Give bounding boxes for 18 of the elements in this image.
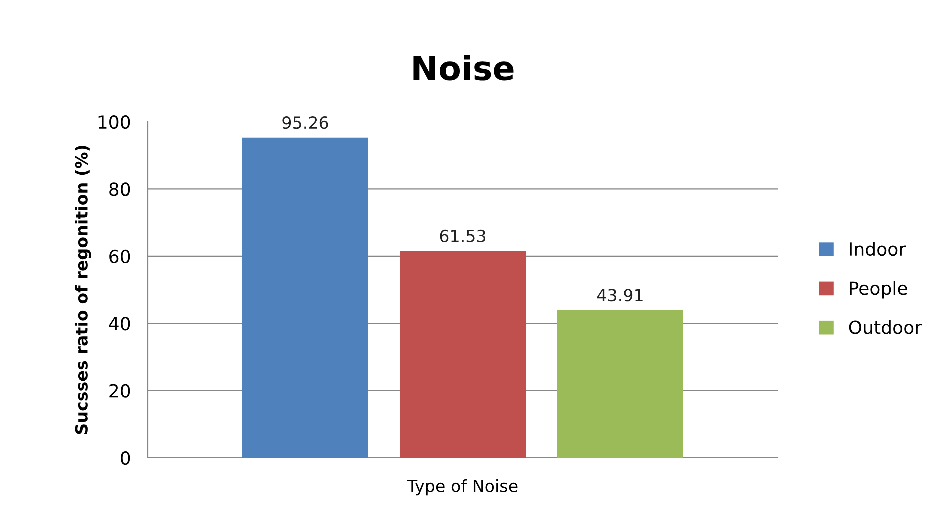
data-label: 61.53 bbox=[440, 230, 486, 242]
y-tick-label: 0 bbox=[121, 451, 130, 466]
chart-title: Noise bbox=[414, 55, 514, 81]
legend-label: People bbox=[850, 281, 908, 299]
y-tick-label: 60 bbox=[110, 250, 130, 264]
y-tick-label: 80 bbox=[110, 182, 130, 196]
y-tick-label: 100 bbox=[98, 115, 130, 130]
x-axis-title: Type of Noise bbox=[407, 480, 518, 496]
y-tick-label: 40 bbox=[109, 317, 130, 331]
y-tick-label: 20 bbox=[110, 384, 130, 398]
data-label: 95.26 bbox=[282, 116, 328, 130]
legend-label: Indoor bbox=[850, 242, 906, 256]
legend-label: Outdoor bbox=[849, 320, 922, 334]
bar bbox=[558, 310, 684, 458]
bar bbox=[242, 138, 368, 458]
data-label: 43.91 bbox=[597, 289, 643, 302]
bar bbox=[400, 251, 526, 458]
y-axis-title: Sucsses ratio of regonition (%) bbox=[75, 146, 92, 434]
